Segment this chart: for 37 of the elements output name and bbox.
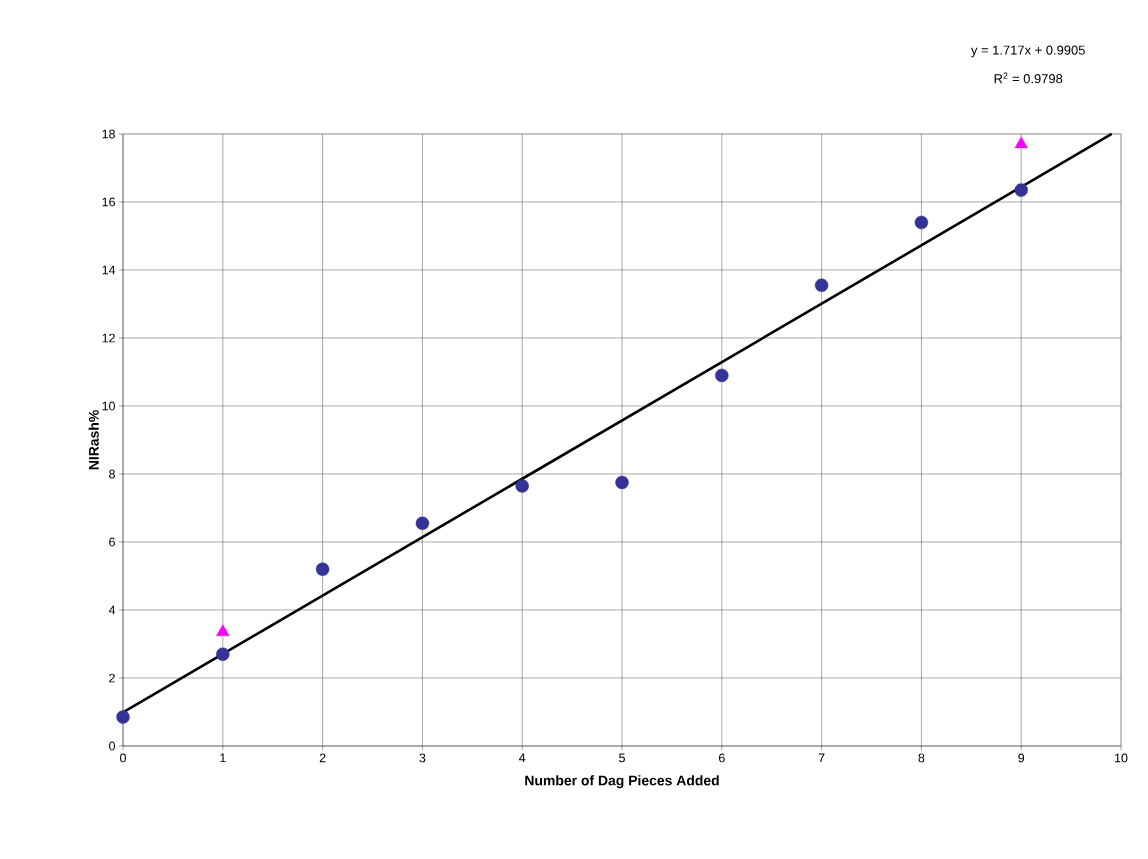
- x-tick-label: 1: [220, 753, 226, 763]
- x-tick-label: 3: [419, 753, 426, 763]
- point: [415, 516, 430, 530]
- point: [715, 368, 729, 383]
- point: [914, 215, 929, 230]
- point: [315, 562, 330, 576]
- x-tick-label: 10: [1115, 753, 1128, 763]
- x-tick-label: 9: [1018, 753, 1025, 763]
- x-tick-label: 8: [918, 753, 925, 763]
- y-tick-label: 8: [109, 469, 115, 479]
- text: R$^{2}$ = 0.9798: [994, 72, 1063, 84]
- x-tick-label: 5: [619, 753, 625, 763]
- x-tick-label: 7: [818, 753, 825, 763]
- point: [116, 710, 130, 724]
- point: [1014, 183, 1028, 197]
- y-tick-label: 4: [108, 605, 116, 615]
- point: [216, 624, 230, 637]
- y-tick-label: 6: [109, 537, 115, 547]
- point: [814, 278, 829, 292]
- x-tick-label: 4: [519, 753, 526, 763]
- x-tick-label: 0: [120, 753, 126, 763]
- y-tick-label: 0: [109, 741, 115, 751]
- point: [615, 475, 629, 490]
- y-axis-title: NIRash%: [88, 410, 99, 470]
- text: y = 1.717x + 0.9905: [970, 45, 1085, 58]
- y-tick-label: 16: [102, 197, 115, 207]
- point: [216, 647, 230, 661]
- y-tick-label: 2: [109, 673, 115, 683]
- y-tick-label: 12: [102, 333, 115, 343]
- y-tick-label: 10: [102, 401, 115, 411]
- x-axis-title: Number of Dag Pieces Added: [525, 775, 719, 789]
- point: [1014, 136, 1028, 149]
- y-tick-label: 18: [102, 129, 115, 139]
- x-tick-label: 2: [319, 753, 326, 763]
- y-tick-label: 14: [102, 265, 116, 275]
- point: [515, 479, 529, 493]
- x-tick-label: 6: [718, 753, 725, 763]
